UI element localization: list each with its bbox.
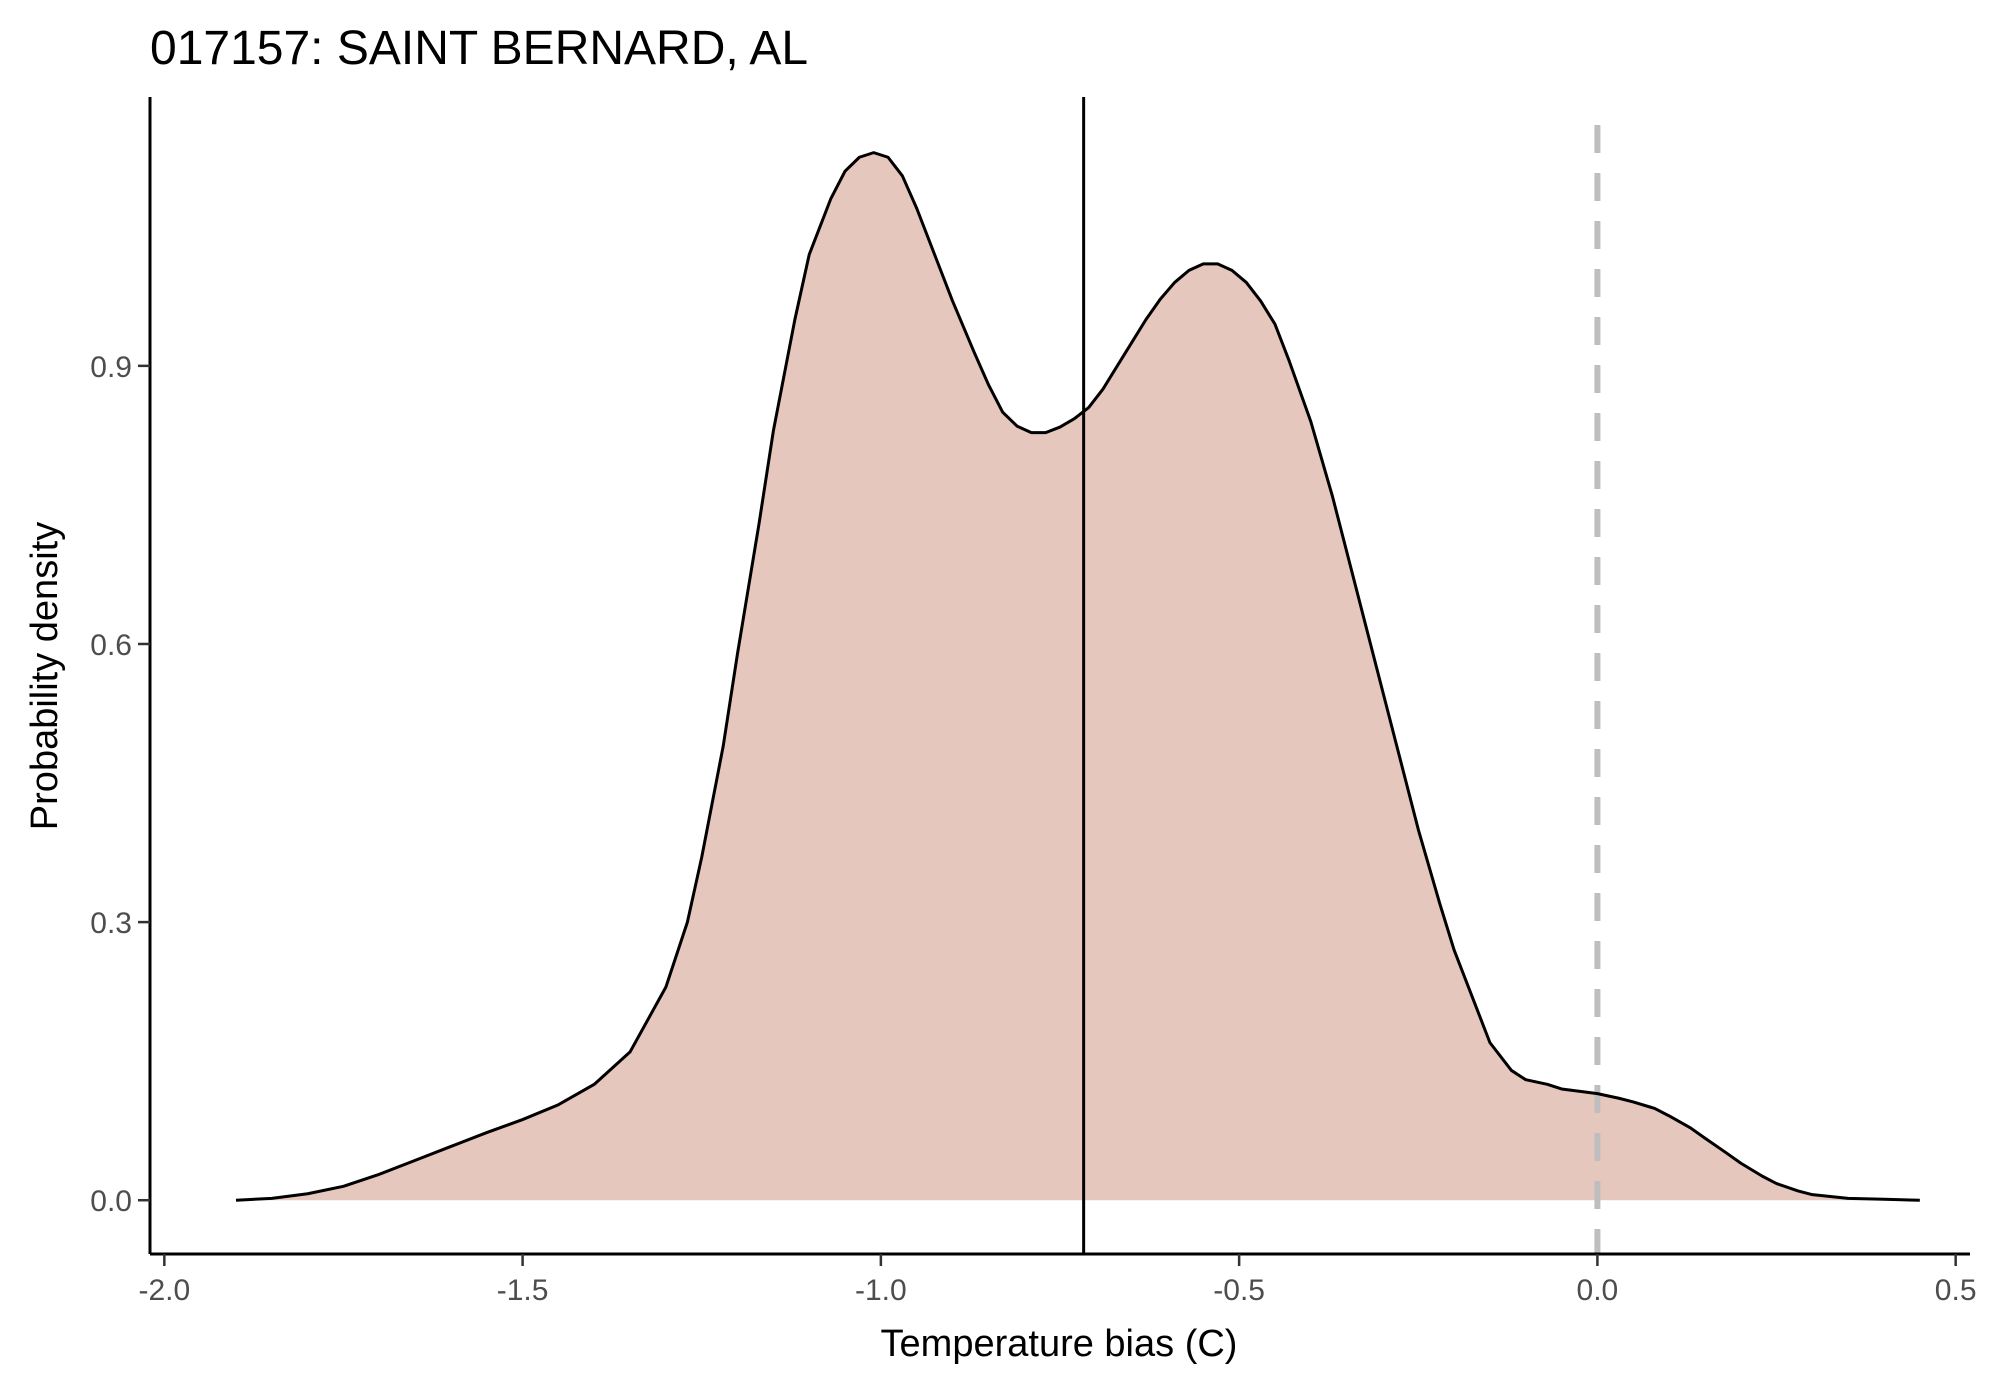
chart-title: 017157: SAINT BERNARD, AL	[150, 22, 808, 75]
x-tick-label: 0.5	[1935, 1274, 1977, 1307]
x-axis-title: Temperature bias (C)	[881, 1323, 1238, 1365]
y-tick-label: 0.9	[90, 351, 132, 384]
y-axis-title: Probability density	[24, 522, 66, 830]
y-tick-label: 0.3	[90, 907, 132, 940]
x-tick-label: -2.0	[138, 1274, 190, 1307]
x-tick-label: -0.5	[1213, 1274, 1265, 1307]
y-tick-label: 0.6	[90, 629, 132, 662]
y-tick-label: 0.0	[90, 1185, 132, 1218]
x-axis-ticks: -2.0 -1.5 -1.0 -0.5 0.0 0.5	[138, 1254, 1977, 1307]
x-tick-label: 0.0	[1577, 1274, 1619, 1307]
x-tick-label: -1.0	[855, 1274, 907, 1307]
density-area-fill	[235, 152, 1920, 1201]
y-axis-ticks: 0.0 0.3 0.6 0.9	[90, 351, 150, 1218]
density-curve-line	[235, 151, 1920, 1202]
x-tick-label: -1.5	[497, 1274, 549, 1307]
